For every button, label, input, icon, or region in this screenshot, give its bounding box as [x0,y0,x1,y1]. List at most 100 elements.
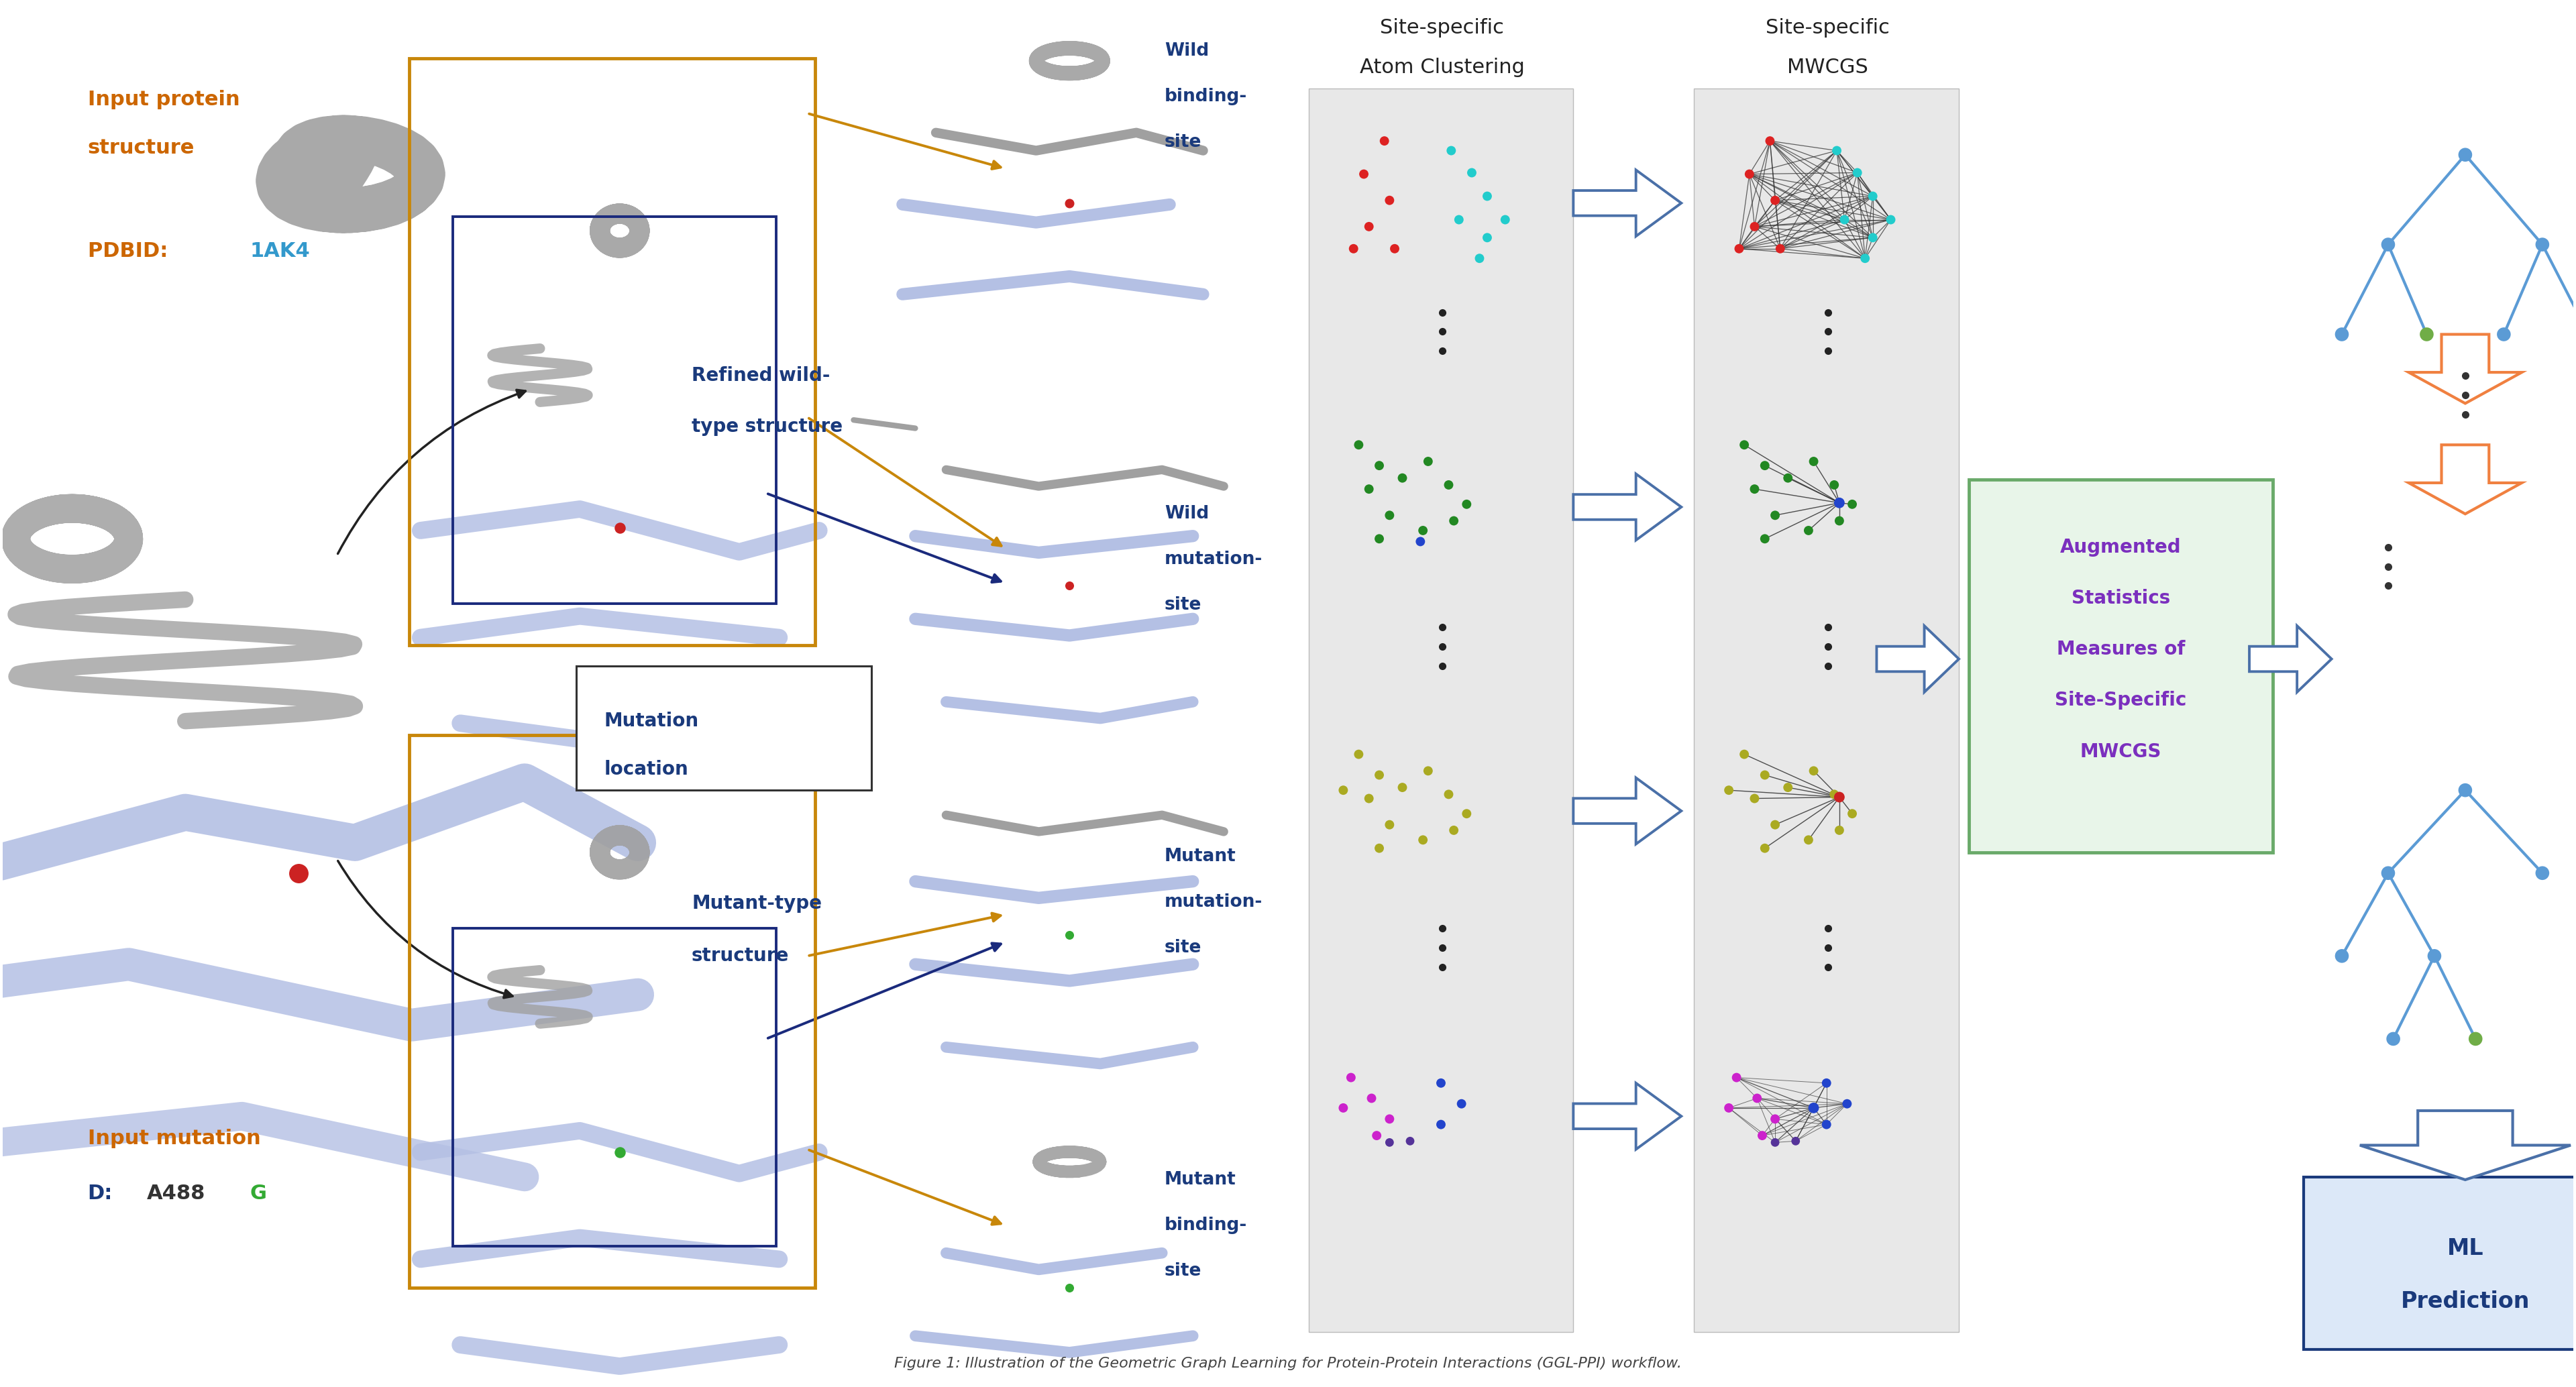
Text: Site-specific: Site-specific [1381,18,1504,37]
Point [1788,829,1829,852]
Text: Atom Clustering: Atom Clustering [1360,58,1525,78]
Point [1406,760,1448,782]
Bar [1309,89,1574,1332]
Polygon shape [2360,1111,2571,1180]
Point [1347,479,1388,501]
Point [1355,1125,1396,1147]
Point [1754,814,1795,836]
Point [1445,494,1486,516]
Point [1734,479,1775,501]
Point [1337,743,1378,766]
Point [1824,208,1865,230]
Point [1358,838,1399,860]
Text: site: site [1164,1262,1203,1280]
Point [1718,237,1759,259]
Point [1814,784,1855,806]
Polygon shape [2249,626,2331,692]
Point [2455,1028,2496,1050]
Point [1793,451,1834,473]
Point [1734,788,1775,810]
Point [1852,226,1893,248]
Polygon shape [2409,445,2522,515]
Text: PDBID:: PDBID: [88,241,175,261]
Point [1437,208,1479,230]
Text: ML: ML [2447,1237,2483,1259]
Point [1819,820,1860,842]
Point [1484,208,1525,230]
Point [1793,760,1834,782]
Text: binding-: binding- [1164,1216,1247,1234]
Point [2568,323,2576,345]
Point [1754,189,1795,211]
Point [2372,1028,2414,1050]
Point [1363,130,1404,153]
Point [1368,1132,1409,1154]
Polygon shape [1574,778,1682,845]
Point [1368,1108,1409,1130]
Text: Measures of: Measures of [2056,639,2184,659]
Point [1419,1072,1461,1094]
Point [1806,1072,1847,1094]
Polygon shape [1574,171,1682,236]
Text: binding-: binding- [1164,87,1247,105]
Point [1332,237,1373,259]
Point [1358,764,1399,786]
Point [2321,945,2362,967]
Point [1347,788,1388,810]
Point [1321,779,1363,802]
Point [1767,777,1808,799]
Point [1347,215,1388,237]
Point [1708,779,1749,802]
Text: Figure 1: Illustration of the Geometric Graph Learning for Protein-Protein Inter: Figure 1: Illustration of the Geometric … [894,1356,1682,1370]
Point [1427,474,1468,497]
Text: 1AK4: 1AK4 [250,241,309,261]
Point [2522,233,2563,255]
FancyBboxPatch shape [2303,1178,2576,1350]
Point [1358,527,1399,549]
Point [1759,237,1801,259]
Point [1723,743,1765,766]
Text: type structure: type structure [693,417,842,437]
Point [1837,162,1878,184]
Text: MWCGS: MWCGS [1788,58,1868,78]
Point [1350,1087,1391,1110]
Point [1819,492,1860,515]
Point [1741,1125,1783,1147]
Point [1816,140,1857,162]
Point [1381,467,1422,490]
Point [1458,247,1499,269]
Point [1844,247,1886,269]
Point [1852,184,1893,207]
Text: site: site [1164,939,1203,957]
Text: Wild: Wild [1164,43,1208,60]
Point [1754,1108,1795,1130]
Text: Site-specific: Site-specific [1765,18,1891,37]
Point [2414,945,2455,967]
Point [1744,455,1785,477]
Point [1466,226,1507,248]
Point [1754,1132,1795,1154]
Point [1716,1067,1757,1089]
Text: Input protein: Input protein [88,90,240,110]
Point [1870,208,1911,230]
Point [2367,233,2409,255]
Point [2321,323,2362,345]
Point [1440,1093,1481,1115]
Point [1775,1130,1816,1153]
Point [1744,527,1785,549]
Point [1329,1067,1370,1089]
Point [1406,451,1448,473]
Point [1708,1097,1749,1119]
Point [1450,162,1492,184]
Point [1381,777,1422,799]
Text: Refined wild-: Refined wild- [693,366,829,386]
Text: mutation-: mutation- [1164,893,1262,911]
Text: site: site [1164,133,1203,151]
Point [1736,1087,1777,1110]
Text: Mutant: Mutant [1164,847,1236,865]
Point [1368,505,1409,527]
Point [1788,519,1829,541]
Text: Mutation: Mutation [605,712,698,731]
Point [1826,1093,1868,1115]
Point [1723,434,1765,456]
